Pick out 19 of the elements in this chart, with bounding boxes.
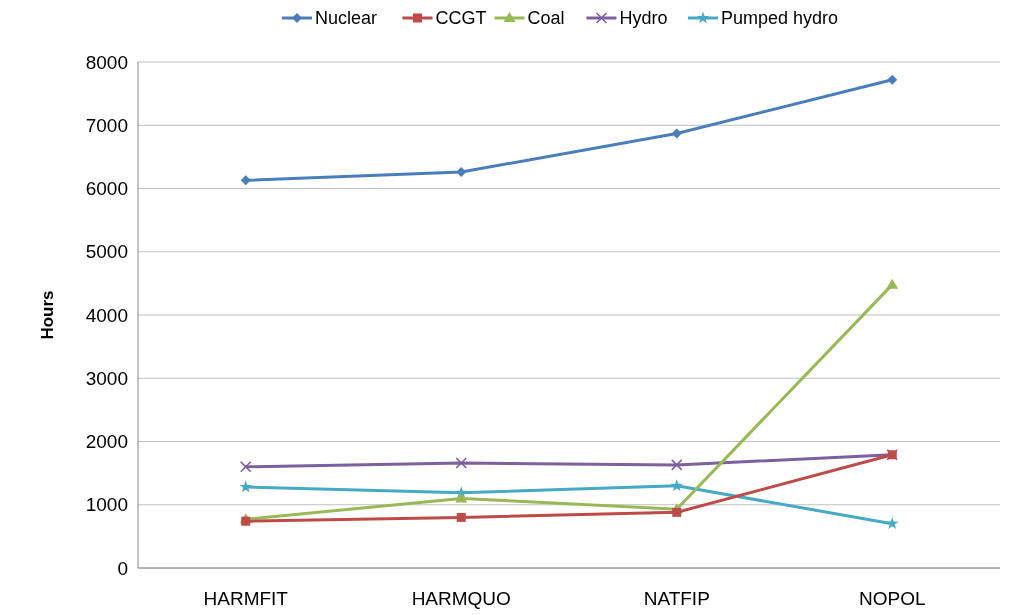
x-tick-label: NATFIP — [643, 588, 710, 609]
y-axis-title: Hours — [38, 290, 57, 340]
y-tick-label: 3000 — [85, 367, 128, 389]
legend-label: Hydro — [619, 8, 668, 29]
y-tick-label: 4000 — [85, 304, 128, 326]
y-tick-label: 1000 — [85, 494, 128, 516]
y-tick-label: 7000 — [85, 114, 128, 136]
x-tick-label: HARMFIT — [203, 588, 289, 609]
y-tick-label: 5000 — [85, 241, 128, 263]
x-tick-label: NOPOL — [858, 588, 926, 609]
y-tick-label: 6000 — [85, 178, 128, 200]
y-tick-label: 0 — [117, 557, 128, 579]
x-tick-label: HARMQUO — [411, 588, 511, 609]
y-tick-label: 2000 — [85, 431, 128, 453]
legend-label: Pumped hydro — [721, 8, 839, 29]
legend-label: Coal — [527, 8, 565, 29]
legend-label: CCGT — [435, 8, 487, 29]
legend-label: Nuclear — [315, 8, 378, 29]
y-tick-label: 8000 — [85, 51, 128, 73]
